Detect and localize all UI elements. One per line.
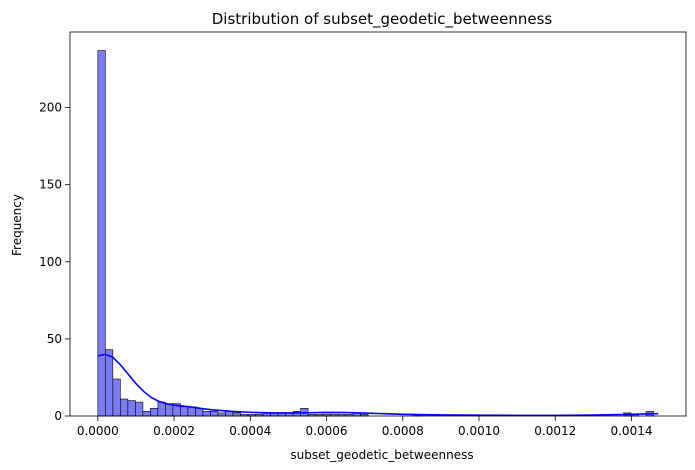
x-tick-label: 0.0008 [382, 424, 424, 438]
x-axis: 0.0000 0.0002 0.0004 0.0006 0.0008 0.0010 0.00… [77, 416, 652, 438]
x-tick-label: 0.0004 [229, 424, 271, 438]
histogram-bar [120, 398, 129, 417]
plot-frame [69, 31, 687, 417]
y-tick-label: 150 [39, 178, 62, 192]
histogram-bar [157, 401, 166, 417]
histogram-bar [127, 400, 136, 417]
histogram-bar [142, 411, 151, 417]
x-tick-label: 0.0002 [153, 424, 195, 438]
y-tick-label: 200 [39, 101, 62, 115]
y-tick-label: 0 [54, 409, 62, 423]
histogram-bar [150, 407, 159, 417]
x-tick-label: 0.0014 [610, 424, 652, 438]
y-axis-label: Frequency [10, 194, 24, 256]
chart-title: Distribution of subset_geodetic_betweenn… [212, 10, 553, 29]
histogram-bar [97, 50, 106, 417]
y-tick-label: 50 [47, 332, 62, 346]
histogram-bar [105, 349, 114, 417]
histogram-bar [232, 412, 241, 417]
histogram-bar [180, 406, 189, 417]
y-tick-label: 100 [39, 255, 62, 269]
histogram-bars [97, 50, 654, 417]
histogram-bar [210, 411, 219, 417]
histogram-bar [202, 411, 211, 417]
x-tick-label: 0.0000 [77, 424, 119, 438]
histogram-bar [112, 378, 121, 417]
x-tick-label: 0.0012 [534, 424, 576, 438]
x-axis-label: subset_geodetic_betweenness [290, 448, 473, 462]
histogram-bar [135, 401, 144, 417]
x-tick-label: 0.0010 [458, 424, 500, 438]
histogram-bar [217, 412, 226, 417]
y-axis: 0 50 100 150 200 [39, 101, 70, 423]
x-tick-label: 0.0006 [306, 424, 348, 438]
histogram-bar [195, 407, 204, 417]
kde-line [97, 353, 659, 417]
